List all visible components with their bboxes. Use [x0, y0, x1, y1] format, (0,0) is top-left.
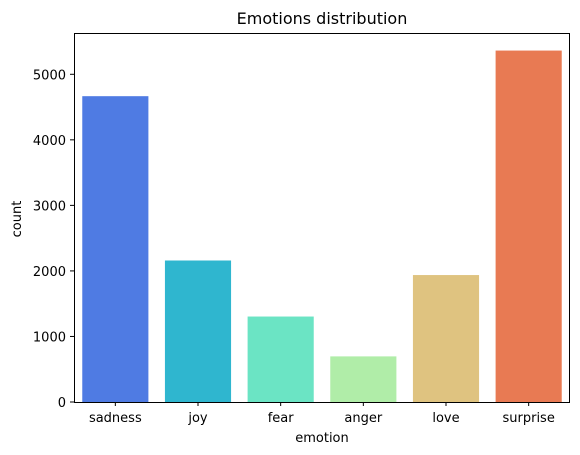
y-axis-label: count	[10, 201, 25, 238]
bar-fear	[247, 316, 314, 402]
x-tick-label: anger	[344, 411, 382, 426]
x-axis-label: emotion	[295, 431, 349, 446]
x-tick-label: love	[432, 411, 459, 426]
y-tick-label: 1000	[33, 330, 66, 345]
x-tick-label: fear	[268, 411, 295, 426]
y-tick-label: 5000	[33, 68, 66, 83]
x-axis-ticks: sadness joy fear anger love surprise	[89, 402, 555, 426]
bar-anger	[330, 356, 397, 402]
plot-frame	[74, 33, 570, 403]
x-tick-label: joy	[187, 411, 208, 426]
bar-joy	[164, 260, 232, 402]
x-tick-label: sadness	[89, 411, 142, 426]
y-tick-label: 3000	[33, 199, 66, 214]
y-tick-label: 0	[58, 396, 66, 411]
bars-group	[82, 50, 562, 402]
bar-sadness	[82, 96, 149, 402]
y-tick-label: 4000	[33, 134, 66, 149]
bar-surprise	[495, 50, 562, 402]
y-tick-label: 2000	[33, 265, 66, 280]
bar-love	[412, 275, 480, 402]
x-tick-label: surprise	[502, 411, 554, 426]
chart-title: Emotions distribution	[237, 9, 408, 28]
y-axis-ticks: 0 1000 2000 3000 4000 5000	[33, 68, 74, 411]
